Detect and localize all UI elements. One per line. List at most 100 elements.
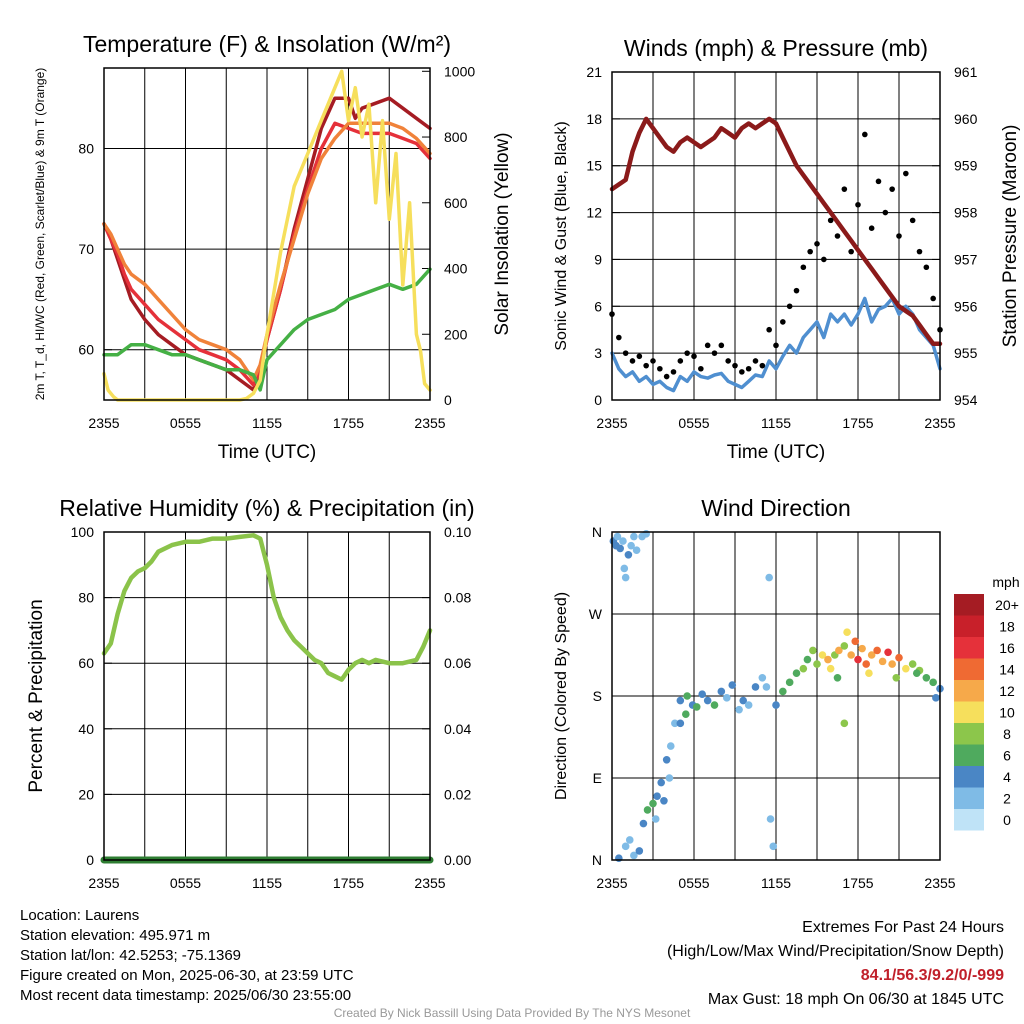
legend-label: 8: [1003, 726, 1011, 742]
gust-point: [793, 287, 800, 294]
direction-point: [653, 792, 661, 801]
gust-point: [766, 326, 772, 333]
y-axis-tick-label: 60: [78, 342, 94, 358]
y-axis-tick-label: N: [592, 852, 602, 868]
direction-point: [865, 669, 873, 678]
plot-border: [103, 67, 431, 401]
chart-title: Relative Humidity (%) & Precipitation (i…: [59, 495, 474, 521]
direction-point: [912, 669, 921, 678]
direction-point: [843, 628, 851, 637]
y-axis-tick-label: 12: [586, 205, 602, 221]
y-axis-tick-label: 9: [594, 251, 602, 267]
direction-point: [840, 642, 849, 650]
y2-axis-tick-label: 1000: [444, 63, 475, 79]
direction-point: [867, 651, 876, 659]
direction-point: [908, 660, 917, 668]
gust-point: [663, 373, 670, 380]
y-axis-label: Sonic Wind & Gust (Blue, Black): [553, 121, 570, 350]
y-axis-label: Direction (Colored By Speed): [553, 592, 570, 800]
y-axis-tick-label: 80: [78, 590, 94, 606]
direction-point: [639, 819, 648, 828]
chart-title: Wind Direction: [701, 495, 851, 521]
y-axis-tick-label: 80: [78, 140, 94, 156]
legend-label: 12: [999, 683, 1015, 699]
direction-point: [854, 655, 862, 664]
direction-point: [710, 701, 719, 709]
direction-point: [625, 836, 634, 844]
gust-point: [903, 170, 909, 177]
direction-point: [671, 719, 679, 728]
direction-point: [643, 806, 652, 814]
gust-point: [841, 186, 848, 192]
direction-point: [895, 653, 903, 662]
gust-point: [909, 217, 916, 224]
x-tick-label: 2355: [596, 415, 627, 431]
gust-point: [780, 319, 786, 325]
station-info: Location: Laurens Station elevation: 495…: [20, 906, 354, 1006]
legend-swatch: [954, 680, 984, 702]
x-tick-label: 1755: [333, 415, 364, 431]
gust-point: [657, 365, 663, 372]
direction-point: [703, 696, 712, 705]
direction-point: [642, 530, 650, 538]
direction-point: [840, 719, 849, 728]
y2-axis-tick-label: 0.06: [444, 655, 471, 671]
x-tick-label: 1755: [842, 875, 873, 891]
gust-point: [745, 365, 752, 372]
direction-point: [892, 673, 901, 682]
direction-point: [635, 847, 644, 855]
chart-title: Temperature (F) & Insolation (W/m²): [83, 31, 451, 57]
legend-swatch: [954, 787, 984, 809]
gust-point: [629, 358, 636, 364]
y-axis-tick-label: 0: [594, 392, 602, 408]
direction-point: [929, 678, 937, 687]
direction-point: [676, 696, 685, 705]
gust-point: [855, 201, 861, 208]
direction-point: [717, 687, 726, 696]
gust-point: [896, 233, 902, 239]
direction-point: [772, 701, 780, 709]
y-axis-tick-label: N: [592, 524, 602, 540]
direction-point: [779, 687, 787, 696]
direction-point: [809, 646, 817, 655]
created-text: Figure created on Mon, 2025-06-30, at 23…: [20, 967, 354, 984]
direction-point: [676, 719, 685, 728]
y-axis-tick-label: 15: [586, 158, 602, 174]
direction-point: [835, 646, 843, 655]
direction-point: [751, 683, 760, 691]
direction-point: [615, 854, 623, 862]
gust-point: [834, 233, 841, 239]
y-axis-tick-label: 0: [86, 852, 94, 868]
y2-axis-label: Station Pressure (Maroon): [1000, 125, 1021, 348]
y-axis-tick-label: 70: [78, 241, 94, 257]
direction-point: [683, 692, 691, 700]
recent-data-text: Most recent data timestamp: 2025/06/30 2…: [20, 987, 352, 1004]
direction-point: [762, 683, 771, 691]
extremes-title: Extremes For Past 24 Hours: [802, 919, 1004, 936]
x-tick-label: 0555: [678, 875, 709, 891]
direction-point: [847, 651, 855, 659]
direction-point: [765, 573, 773, 582]
direction-point: [665, 774, 674, 782]
legend-swatch: [954, 615, 984, 637]
direction-point: [682, 710, 690, 719]
gust-point: [704, 342, 711, 349]
chart-3: Relative Humidity (%) & Precipitation (i…: [26, 495, 475, 891]
direction-point: [632, 546, 641, 555]
direction-point: [660, 796, 668, 805]
direction-point: [873, 646, 881, 655]
x-tick-label: 1755: [333, 875, 364, 891]
legend-swatch: [954, 637, 984, 659]
direction-point: [621, 573, 630, 582]
gust-point: [930, 295, 936, 302]
direction-point: [662, 755, 671, 764]
x-tick-label: 2355: [924, 875, 955, 891]
credit-text: Created By Nick Bassill Using Data Provi…: [333, 1006, 691, 1020]
gust-point: [691, 353, 697, 360]
y-axis-tick-label: 21: [586, 64, 602, 80]
direction-point: [833, 673, 842, 682]
gust-point: [616, 334, 622, 341]
direction-point: [766, 815, 775, 823]
gust-point: [848, 248, 854, 255]
gust-point: [677, 358, 684, 364]
